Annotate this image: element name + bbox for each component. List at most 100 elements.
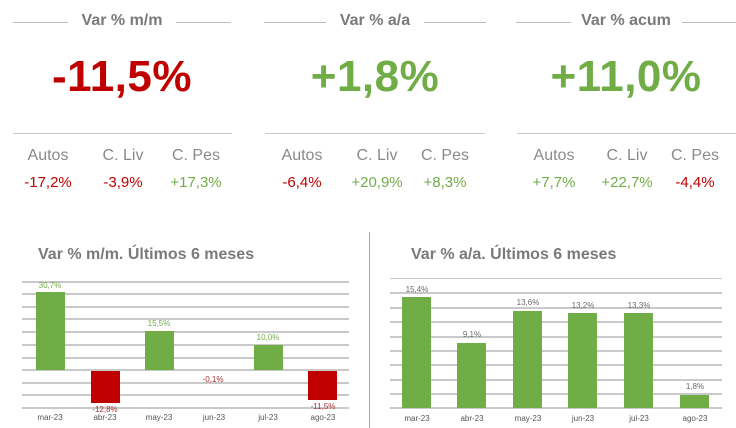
gridline [390, 379, 722, 381]
header-rule-right [424, 22, 486, 23]
data-label: 10,0% [256, 333, 280, 342]
kpi-value: +11,0% [550, 52, 702, 101]
breakdown-autos: Autos +7,7% [519, 146, 589, 192]
gridline [390, 321, 722, 323]
x-tick-label: abr-23 [93, 413, 117, 422]
breakdown-c-pes: C. Pes -4,4% [660, 146, 730, 192]
kpi-title: Var % acum [581, 12, 671, 29]
breakdown-value: +7,7% [532, 174, 576, 191]
header-rule-right [682, 22, 736, 23]
header-rule-right [176, 22, 231, 23]
x-tick-label: abr-23 [460, 414, 484, 423]
gridline [22, 293, 349, 295]
data-label: 15,5% [147, 319, 171, 328]
x-tick-label: jun-23 [571, 414, 595, 423]
breakdown-c-liv: C. Liv +20,9% [342, 146, 412, 192]
breakdown-autos: Autos -6,4% [267, 146, 337, 192]
x-tick-label: jul-23 [629, 414, 649, 423]
kpi-header: Var % acum [516, 10, 736, 34]
bar-jul-23 [254, 345, 283, 370]
kpi-var-acum: Var % acum +11,0% Autos +7,7% C. Liv +22… [516, 0, 736, 210]
breakdown-c-liv: C. Liv -3,9% [88, 146, 158, 192]
gridline [22, 394, 349, 396]
chart-title: Var % a/a. Últimos 6 meses [411, 246, 617, 263]
breakdown-value: +22,7% [601, 174, 653, 191]
data-label: 30,7% [38, 281, 62, 290]
data-label: 13,3% [627, 301, 651, 310]
data-label: 9,1% [462, 330, 482, 339]
breakdown-autos: Autos -17,2% [13, 146, 83, 192]
gridline [22, 382, 349, 384]
gridline [22, 357, 349, 359]
bar-abr-23 [91, 371, 120, 403]
gridline [22, 407, 349, 409]
breakdown-value: -3,9% [103, 174, 143, 191]
gridline [390, 307, 722, 309]
bar-may-23 [513, 311, 542, 408]
bar-ago-23 [308, 371, 337, 400]
breakdown-value: -4,4% [675, 174, 715, 191]
bar-jun-23 [568, 313, 597, 408]
breakdown-label: C. Liv [606, 147, 648, 164]
gridline [390, 278, 722, 279]
breakdown-label: C. Pes [171, 147, 220, 164]
header-rule-left [516, 22, 571, 23]
breakdown-value: +20,9% [351, 174, 403, 191]
kpi-var-mm: Var % m/m -11,5% Autos -17,2% C. Liv -3,… [12, 0, 232, 210]
breakdown-value: +8,3% [423, 174, 467, 191]
gridline [22, 281, 349, 283]
breakdown-label: C. Liv [356, 147, 398, 164]
breakdown-label: C. Pes [420, 147, 469, 164]
kpi-title: Var % m/m [81, 12, 163, 29]
breakdown-c-pes: C. Pes +17,3% [161, 146, 231, 192]
breakdown-value: -6,4% [282, 174, 322, 191]
breakdown-c-liv: C. Liv +22,7% [592, 146, 662, 192]
bar-mar-23 [36, 292, 65, 370]
gridline [390, 350, 722, 352]
data-label: -11,5% [310, 402, 336, 411]
chart-var-mm: Var % m/m. Últimos 6 meses 30,7% -12,8% … [0, 230, 369, 428]
gridline-zero [390, 407, 722, 409]
kpi-header: Var % a/a [264, 10, 486, 34]
breakdown-value: -17,2% [24, 174, 72, 191]
data-label: 13,6% [516, 298, 540, 307]
breakdown-label: Autos [281, 147, 323, 164]
x-tick-label: may-23 [145, 413, 173, 422]
kpi-title: Var % a/a [339, 12, 411, 29]
bar-may-23 [145, 331, 174, 370]
x-tick-label: mar-23 [37, 413, 63, 422]
header-rule-left [264, 22, 326, 23]
data-label: 1,8% [685, 382, 705, 391]
data-label: -0,1% [202, 375, 224, 384]
breakdown-value: +17,3% [170, 174, 222, 191]
gridline [390, 364, 722, 366]
gridline [390, 292, 722, 294]
bar-abr-23 [457, 343, 486, 408]
chart-separator [369, 232, 370, 428]
kpi-header: Var % m/m [12, 10, 232, 34]
kpi-value: -11,5% [52, 52, 192, 101]
x-tick-label: ago-23 [310, 413, 336, 422]
kpi-divider [517, 133, 736, 134]
data-label: 15,4% [405, 285, 429, 294]
kpi-divider [13, 133, 232, 134]
chart-title: Var % m/m. Últimos 6 meses [38, 246, 255, 263]
kpi-var-aa: Var % a/a +1,8% Autos -6,4% C. Liv +20,9… [264, 0, 486, 210]
header-rule-left [13, 22, 68, 23]
breakdown-label: Autos [533, 147, 575, 164]
gridline [390, 393, 722, 395]
bar-mar-23 [402, 297, 431, 408]
breakdown-label: C. Pes [670, 147, 719, 164]
data-label: 13,2% [571, 301, 595, 310]
bar-ago-23 [680, 395, 709, 408]
gridline [22, 331, 349, 333]
breakdown-label: C. Liv [102, 147, 144, 164]
kpi-value: +1,8% [310, 52, 440, 101]
x-tick-label: may-23 [514, 414, 542, 423]
breakdown-c-pes: C. Pes +8,3% [410, 146, 480, 192]
gridline [22, 306, 349, 308]
breakdown-label: Autos [27, 147, 69, 164]
x-tick-label: mar-23 [404, 414, 430, 423]
data-label: -12,8% [92, 405, 118, 414]
gridline-zero [22, 369, 349, 371]
